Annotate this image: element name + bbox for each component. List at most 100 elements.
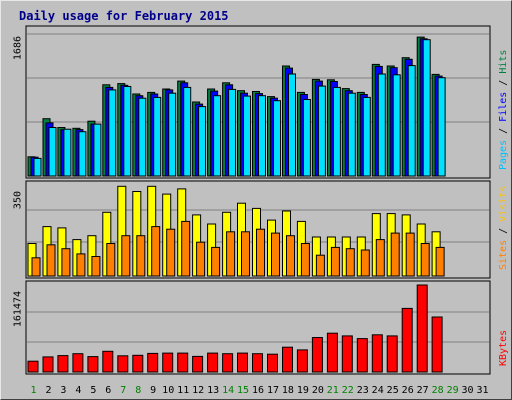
bar-sites-day-28 (435, 246, 445, 277)
bar-kbytes-day-27 (416, 284, 428, 373)
bar-sites-day-15 (241, 231, 250, 277)
panel-bot-ymax-label: 161474 (12, 291, 23, 327)
x-tick-label-day-27: 27 (417, 385, 429, 396)
panel-top-ymax-label: 1686 (12, 36, 23, 60)
bar-kbytes-day-9 (147, 352, 159, 373)
bar-kbytes-day-26 (401, 307, 413, 373)
x-tick-label-day-14: 14 (222, 385, 234, 396)
x-tick-label-day-23: 23 (357, 385, 369, 396)
bar-kbytes-day-14 (222, 353, 234, 373)
bar-kbytes-day-23 (356, 338, 368, 373)
panel-bot-legend: KBytes (498, 330, 509, 366)
legend-label-hits: Hits (498, 50, 509, 74)
bar-sites-day-10 (166, 228, 176, 277)
bar-kbytes-day-17 (267, 353, 278, 373)
x-tick-label-day-12: 12 (192, 385, 204, 396)
bar-sites-day-1 (31, 257, 41, 277)
bar-sites-day-14 (226, 231, 236, 277)
bar-sites-day-9 (151, 226, 161, 277)
bar-pages-day-28 (437, 77, 446, 177)
legend-label-sep-3: / (498, 74, 509, 92)
bar-pages-day-23 (362, 96, 371, 177)
bar-sites-day-3 (61, 248, 71, 277)
bar-pages-day-4 (78, 131, 87, 177)
bar-pages-day-2 (48, 127, 57, 177)
bar-pages-day-11 (183, 86, 192, 177)
bar-sites-day-20 (315, 254, 325, 277)
bar-sites-day-22 (345, 248, 355, 277)
x-tick-label-day-11: 11 (177, 385, 189, 396)
bar-pages-day-1 (33, 157, 42, 177)
bar-kbytes-day-24 (371, 334, 383, 373)
bar-pages-day-17 (273, 100, 281, 177)
bar-pages-day-21 (332, 86, 341, 177)
bar-sites-day-18 (286, 235, 295, 277)
bar-pages-day-19 (302, 99, 311, 177)
bar-sites-day-24 (375, 239, 385, 277)
bar-kbytes-day-25 (386, 335, 398, 373)
bar-kbytes-day-6 (102, 350, 114, 373)
bar-pages-day-15 (243, 95, 251, 177)
bar-kbytes-day-1 (27, 360, 39, 373)
bar-kbytes-day-16 (252, 353, 263, 373)
bar-sites-day-19 (300, 243, 310, 277)
bar-pages-day-27 (422, 39, 431, 177)
bar-sites-day-11 (181, 220, 191, 277)
x-tick-label-day-15: 15 (237, 385, 249, 396)
bar-kbytes-day-19 (296, 349, 308, 373)
panel-mid-ymax-label: 350 (12, 191, 23, 209)
bar-pages-day-16 (258, 95, 266, 177)
bar-kbytes-day-8 (132, 354, 144, 373)
x-tick-label-day-21: 21 (327, 385, 339, 396)
bar-pages-day-10 (168, 92, 177, 177)
bar-kbytes-day-5 (87, 356, 99, 373)
bar-sites-day-8 (136, 235, 146, 277)
bar-kbytes-day-15 (237, 352, 248, 373)
bar-sites-day-25 (390, 232, 400, 277)
x-tick-label-day-25: 25 (387, 385, 399, 396)
bar-pages-day-25 (392, 74, 401, 177)
bar-pages-day-18 (288, 73, 296, 177)
bar-kbytes-day-2 (42, 356, 54, 373)
bar-pages-day-13 (213, 95, 222, 177)
bar-kbytes-day-10 (162, 352, 174, 373)
x-tick-label-day-20: 20 (312, 385, 324, 396)
legend-label-sep-1: / (498, 222, 509, 240)
bar-kbytes-day-28 (431, 316, 443, 373)
bar-pages-day-20 (317, 85, 326, 177)
bar-pages-day-5 (93, 123, 102, 177)
bar-sites-day-12 (196, 241, 206, 277)
bar-sites-day-5 (91, 256, 101, 277)
x-tick-label-day-30: 30 (461, 385, 473, 396)
bar-kbytes-day-12 (192, 355, 204, 373)
x-tick-label-day-3: 3 (60, 385, 66, 396)
legend-label-sites: Sites (498, 240, 509, 270)
x-tick-label-day-22: 22 (342, 385, 354, 396)
x-tick-label-day-16: 16 (252, 385, 264, 396)
bar-kbytes-day-22 (341, 335, 353, 373)
bar-sites-day-16 (256, 228, 265, 277)
bar-sites-day-2 (46, 244, 56, 277)
x-tick-label-day-6: 6 (105, 385, 111, 396)
x-tick-label-day-4: 4 (75, 385, 81, 396)
bar-kbytes-day-20 (311, 337, 323, 373)
x-tick-label-day-5: 5 (90, 385, 96, 396)
bar-kbytes-day-11 (177, 352, 189, 373)
bar-pages-day-3 (63, 128, 72, 177)
bar-pages-day-22 (347, 92, 356, 177)
legend-label-visits: Visits (498, 186, 509, 222)
bar-sites-day-17 (271, 232, 280, 277)
bar-pages-day-8 (138, 97, 147, 177)
x-tick-label-day-13: 13 (207, 385, 219, 396)
x-tick-label-day-1: 1 (30, 385, 36, 396)
bar-kbytes-day-4 (72, 353, 84, 373)
bar-pages-day-7 (123, 86, 132, 177)
bar-sites-day-7 (121, 235, 131, 277)
bar-kbytes-day-18 (282, 346, 293, 373)
bar-pages-day-6 (108, 89, 117, 177)
bar-kbytes-day-3 (57, 355, 69, 373)
bar-kbytes-day-13 (207, 352, 219, 373)
panel-mid-legend: Sites / Visits (498, 186, 509, 270)
bar-sites-day-23 (360, 249, 370, 277)
